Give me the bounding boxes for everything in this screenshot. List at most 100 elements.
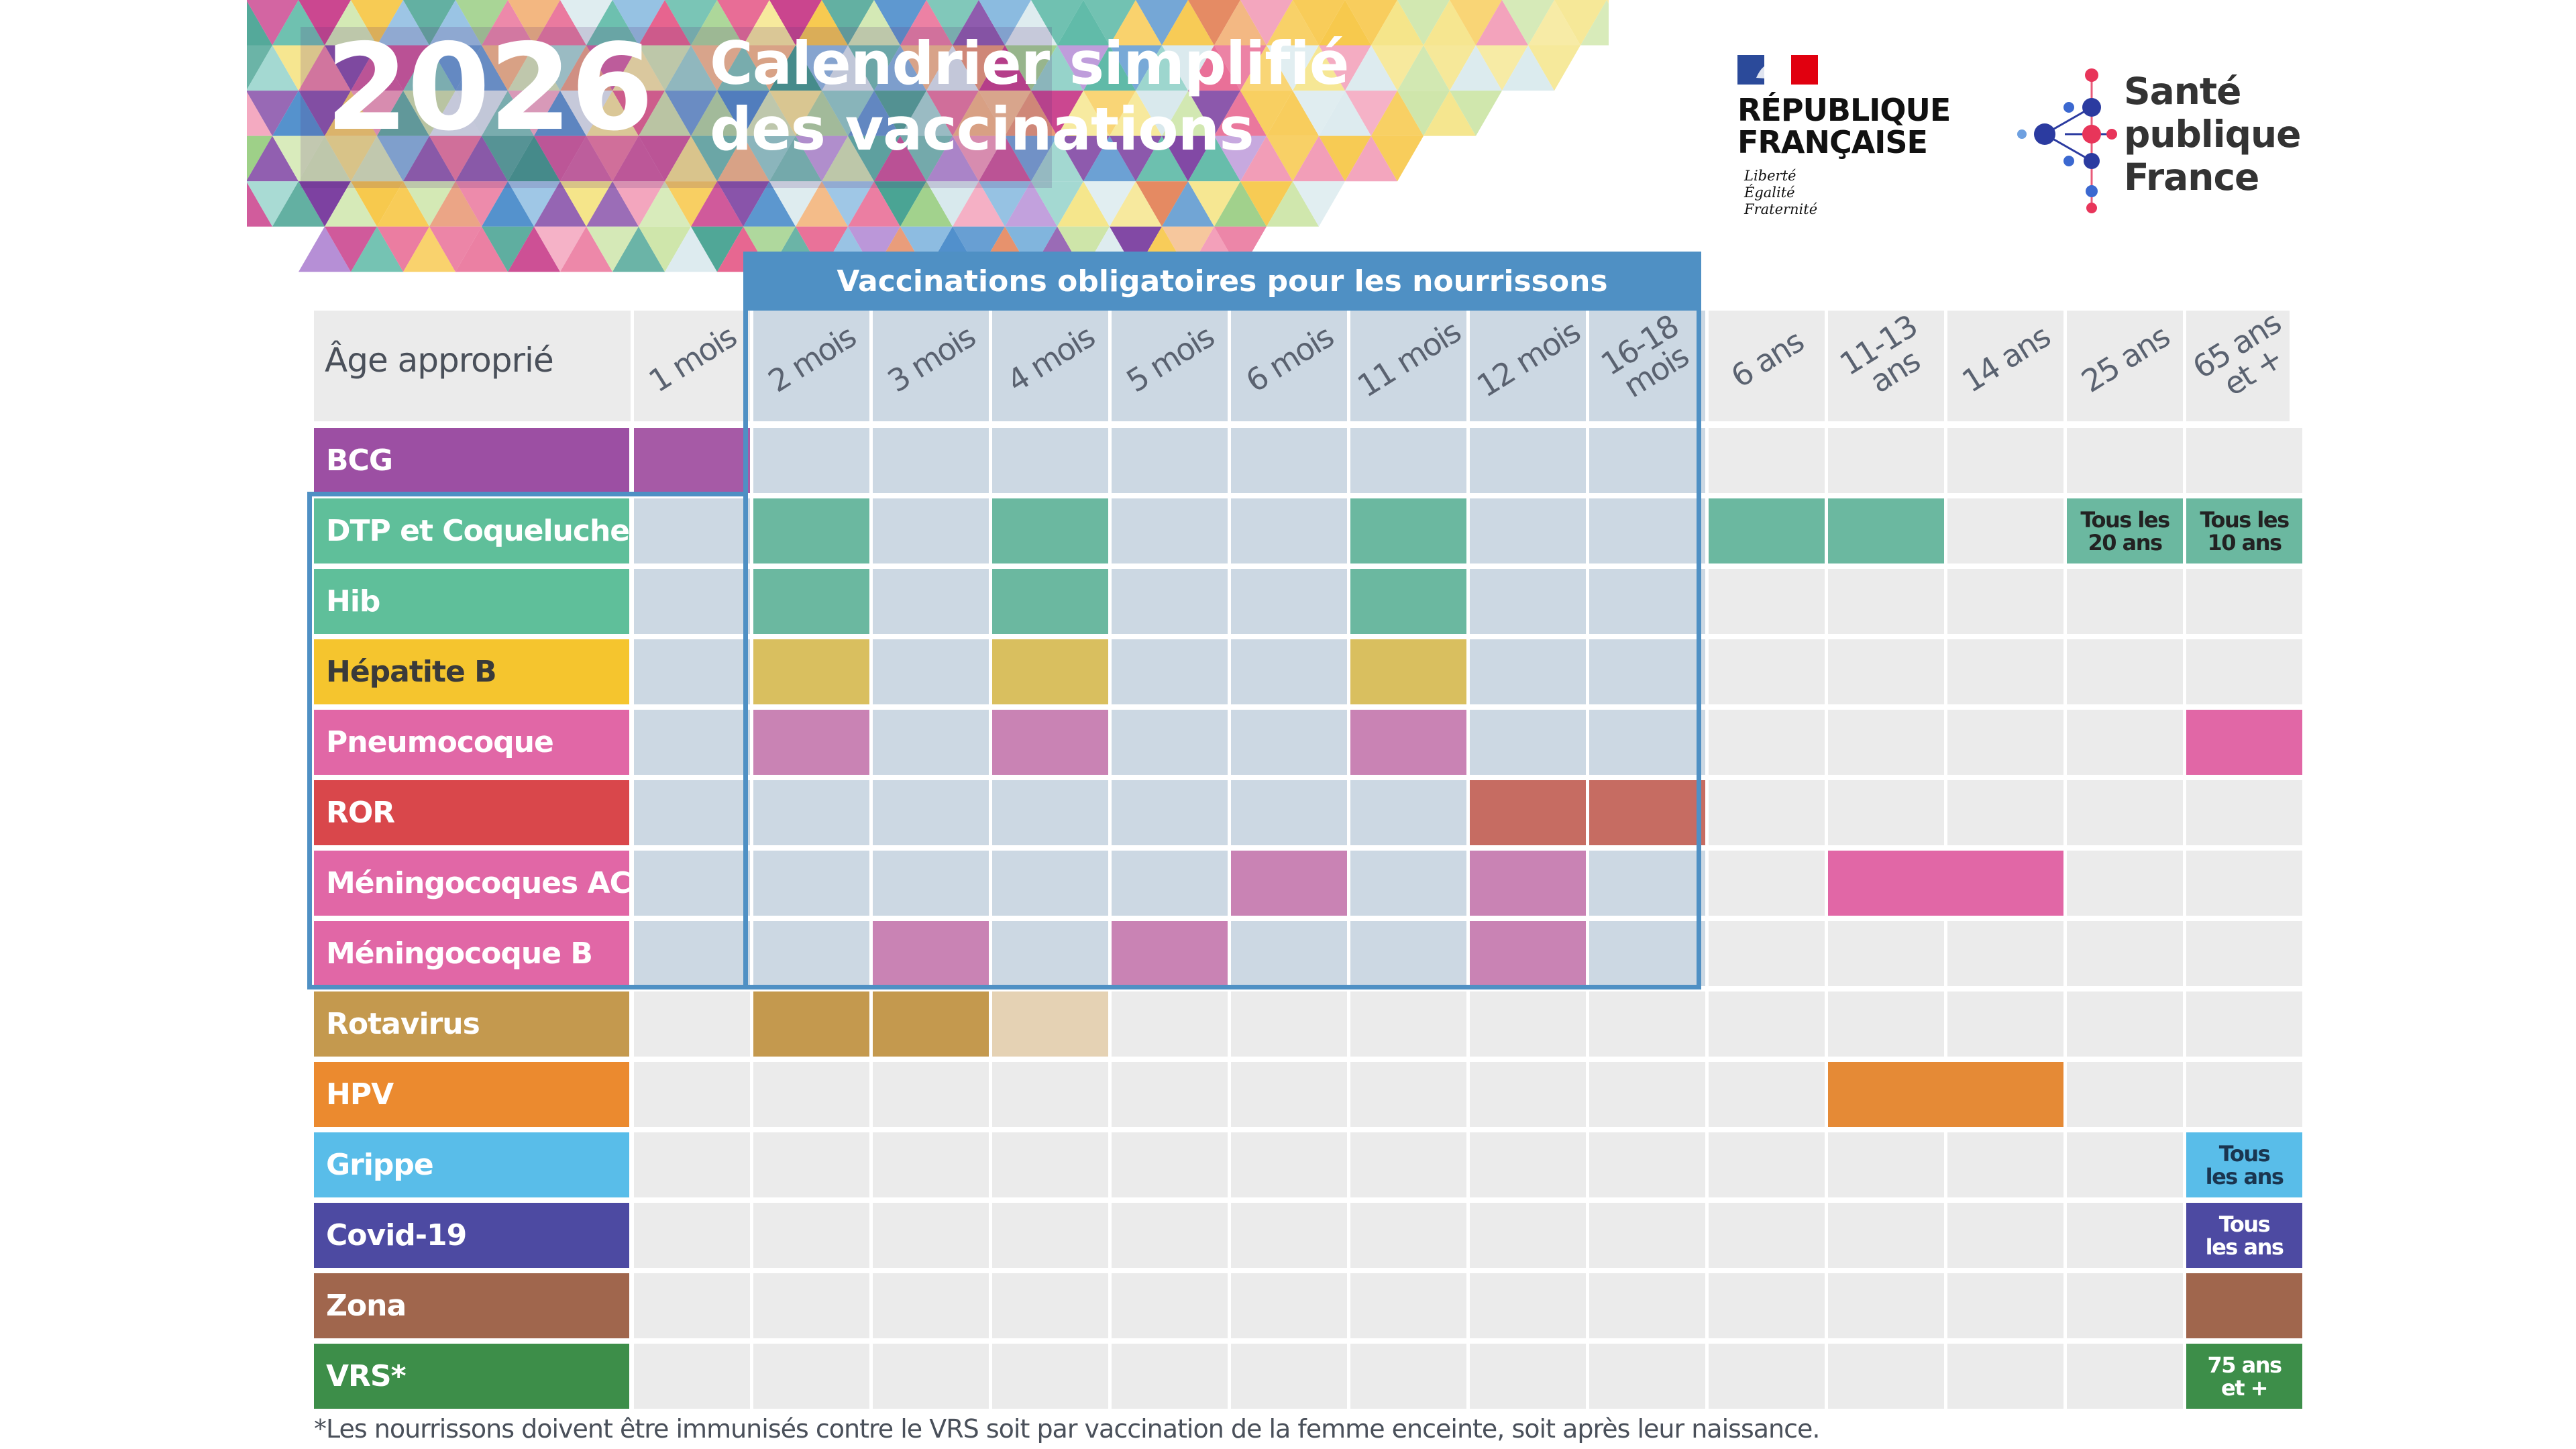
age-header-mandatory-bg xyxy=(1589,311,1705,421)
schedule-cell xyxy=(1828,1273,1944,1338)
schedule-cell xyxy=(1947,569,2063,634)
schedule-cell xyxy=(634,639,750,704)
schedule-cell xyxy=(1709,991,1825,1057)
schedule-cell xyxy=(992,780,1108,845)
dose-cell xyxy=(634,428,750,493)
schedule-cell xyxy=(873,851,989,916)
schedule-cell xyxy=(1947,1203,2063,1268)
dose-cell xyxy=(1350,569,1466,634)
dose-cell xyxy=(992,991,1108,1057)
schedule-cell xyxy=(753,780,869,845)
schedule-cell xyxy=(634,498,750,564)
schedule-cell xyxy=(1231,780,1347,845)
schedule-cell xyxy=(992,1132,1108,1197)
schedule-cell xyxy=(873,569,989,634)
vaccine-label: Hib xyxy=(314,569,629,634)
dose-cell xyxy=(992,569,1108,634)
schedule-cell xyxy=(873,428,989,493)
schedule-cell xyxy=(634,1203,750,1268)
schedule-note-text: les ans xyxy=(2205,1163,2284,1189)
schedule-cell xyxy=(1828,780,1944,845)
schedule-cell xyxy=(873,1203,989,1268)
schedule-cell xyxy=(1709,1203,1825,1268)
schedule-cell xyxy=(1231,1062,1347,1127)
schedule-cell xyxy=(1947,921,2063,986)
dose-cell xyxy=(753,639,869,704)
dose-cell xyxy=(1350,710,1466,775)
schedule-cell xyxy=(1470,498,1586,564)
schedule-cell xyxy=(1350,851,1466,916)
schedule-cell xyxy=(1112,780,1228,845)
schedule-cell xyxy=(873,498,989,564)
schedule-cell xyxy=(1231,639,1347,704)
age-header-separator xyxy=(1466,311,1470,421)
age-header-separator xyxy=(869,311,873,421)
schedule-cell xyxy=(1350,921,1466,986)
schedule-cell xyxy=(1112,569,1228,634)
schedule-cell xyxy=(1470,1132,1586,1197)
schedule-cell xyxy=(1947,780,2063,845)
schedule-cell xyxy=(873,1273,989,1338)
schedule-cell xyxy=(1112,1062,1228,1127)
schedule-cell xyxy=(2067,1062,2183,1127)
republique-line-2: FRANÇAISE xyxy=(1737,124,1928,160)
schedule-note-text: Tous les xyxy=(2080,506,2170,533)
schedule-cell xyxy=(1589,1062,1705,1127)
schedule-cell xyxy=(2067,710,2183,775)
schedule-cell xyxy=(2067,1344,2183,1409)
schedule-cell xyxy=(992,1344,1108,1409)
schedule-note-text: Tous xyxy=(2218,1211,2271,1237)
dose-cell xyxy=(1112,921,1228,986)
schedule-cell xyxy=(2186,921,2302,986)
schedule-cell xyxy=(1231,1132,1347,1197)
schedule-cell xyxy=(1112,498,1228,564)
age-header-separator xyxy=(1825,311,1828,421)
dose-cell xyxy=(992,639,1108,704)
schedule-cell xyxy=(1709,428,1825,493)
schedule-cell xyxy=(1828,991,1944,1057)
schedule-cell xyxy=(2186,428,2302,493)
sante-publique-name: Santé publique France xyxy=(2124,70,2301,199)
title-line-2: des vaccinations xyxy=(710,95,1254,164)
schedule-cell xyxy=(1470,1344,1586,1409)
schedule-cell xyxy=(634,1344,750,1409)
schedule-cell xyxy=(1589,1132,1705,1197)
mosaic-background xyxy=(247,0,1609,272)
schedule-cell xyxy=(2067,1132,2183,1197)
schedule-cell xyxy=(2067,428,2183,493)
schedule-cell xyxy=(634,1062,750,1127)
age-header-separator xyxy=(1228,311,1231,421)
vaccine-label: DTP et Coqueluche xyxy=(314,498,630,564)
schedule-cell xyxy=(1470,991,1586,1057)
republique-motto: Liberté Égalité Fraternité xyxy=(1744,168,1817,218)
schedule-cell xyxy=(1828,710,1944,775)
schedule-cell xyxy=(2186,851,2302,916)
schedule-cell xyxy=(1709,639,1825,704)
schedule-cell xyxy=(1112,1132,1228,1197)
schedule-cell xyxy=(1828,1132,1944,1197)
schedule-cell xyxy=(873,1344,989,1409)
motto-fraternite: Fraternité xyxy=(1744,201,1818,217)
schedule-cell xyxy=(2067,921,2183,986)
year-title: 2026 xyxy=(325,18,653,157)
republique-line-1: RÉPUBLIQUE xyxy=(1737,92,1951,128)
schedule-cell xyxy=(1947,1344,2063,1409)
schedule-cell xyxy=(1709,569,1825,634)
age-header-mandatory-bg xyxy=(992,311,1108,421)
schedule-cell xyxy=(1350,1203,1466,1268)
schedule-cell xyxy=(753,1203,869,1268)
schedule-cell xyxy=(1709,1273,1825,1338)
schedule-cell xyxy=(753,921,869,986)
age-header-separator xyxy=(631,311,634,421)
schedule-cell xyxy=(1470,428,1586,493)
vaccine-label: HPV xyxy=(314,1062,629,1127)
schedule-cell xyxy=(1231,1203,1347,1268)
dose-cell xyxy=(753,498,869,564)
schedule-cell xyxy=(1470,1203,1586,1268)
schedule-cell xyxy=(992,1203,1108,1268)
schedule-cell xyxy=(1231,991,1347,1057)
vaccine-label: Grippe xyxy=(314,1132,629,1197)
schedule-cell xyxy=(634,991,750,1057)
schedule-cell xyxy=(1709,921,1825,986)
